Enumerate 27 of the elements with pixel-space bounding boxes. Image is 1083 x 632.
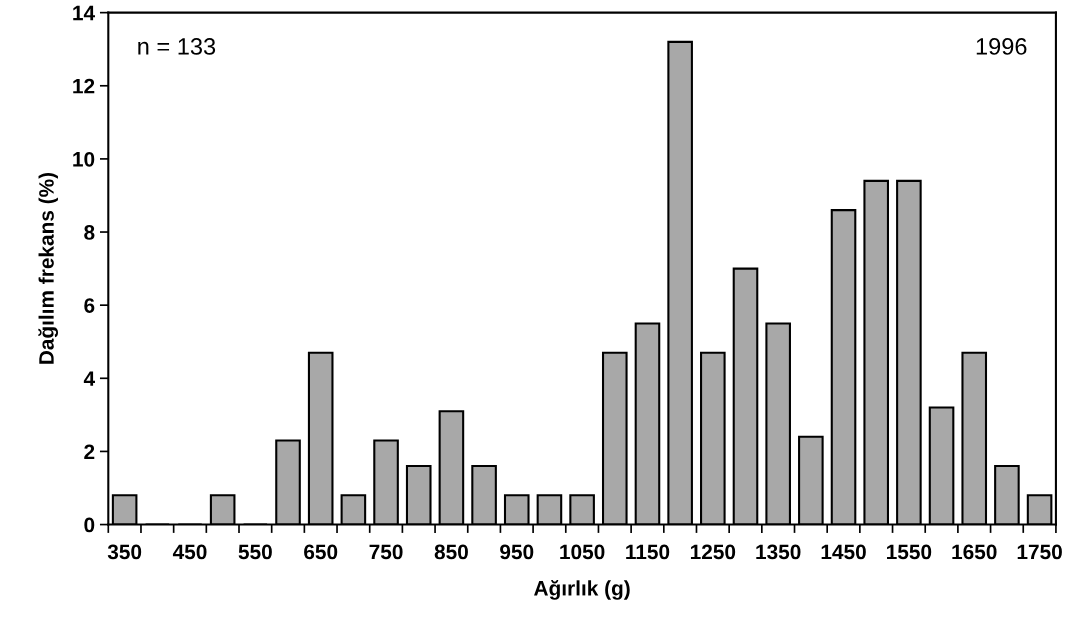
x-axis-title: Ağırlık (g) [534,580,630,600]
annotation: 1996 [976,38,1027,55]
x-tick-label: 950 [500,544,534,560]
x-tick-label: 1650 [952,544,997,560]
x-tick-label: 550 [238,544,272,560]
y-tick-label: 10 [73,151,95,167]
x-tick-label: 750 [369,544,403,560]
x-tick-label: 1250 [690,544,736,560]
y-tick-label: 2 [84,444,95,459]
x-tick-label: 450 [172,544,207,560]
x-tick-label: 1750 [1017,544,1062,560]
y-tick-label: 0 [84,517,95,533]
x-tick-label: 1050 [560,544,605,560]
x-tick-label: 1350 [756,544,801,560]
y-tick-label: 14 [73,5,95,21]
x-tick-label: 350 [107,544,142,560]
x-tick-label: 650 [304,544,338,560]
x-tick-label: 1150 [626,544,670,560]
y-tick-label: 6 [84,298,95,313]
x-tick-label: 1450 [821,544,866,560]
y-axis-title: Dağılım frekans (%) [38,172,59,364]
x-tick-label: 1550 [887,544,932,560]
annotation: n = 133 [138,38,216,55]
x-tick-label: 850 [434,544,468,560]
y-tick-label: 12 [73,78,95,94]
y-tick-label: 8 [84,225,95,240]
y-tick-label: 4 [83,371,95,386]
